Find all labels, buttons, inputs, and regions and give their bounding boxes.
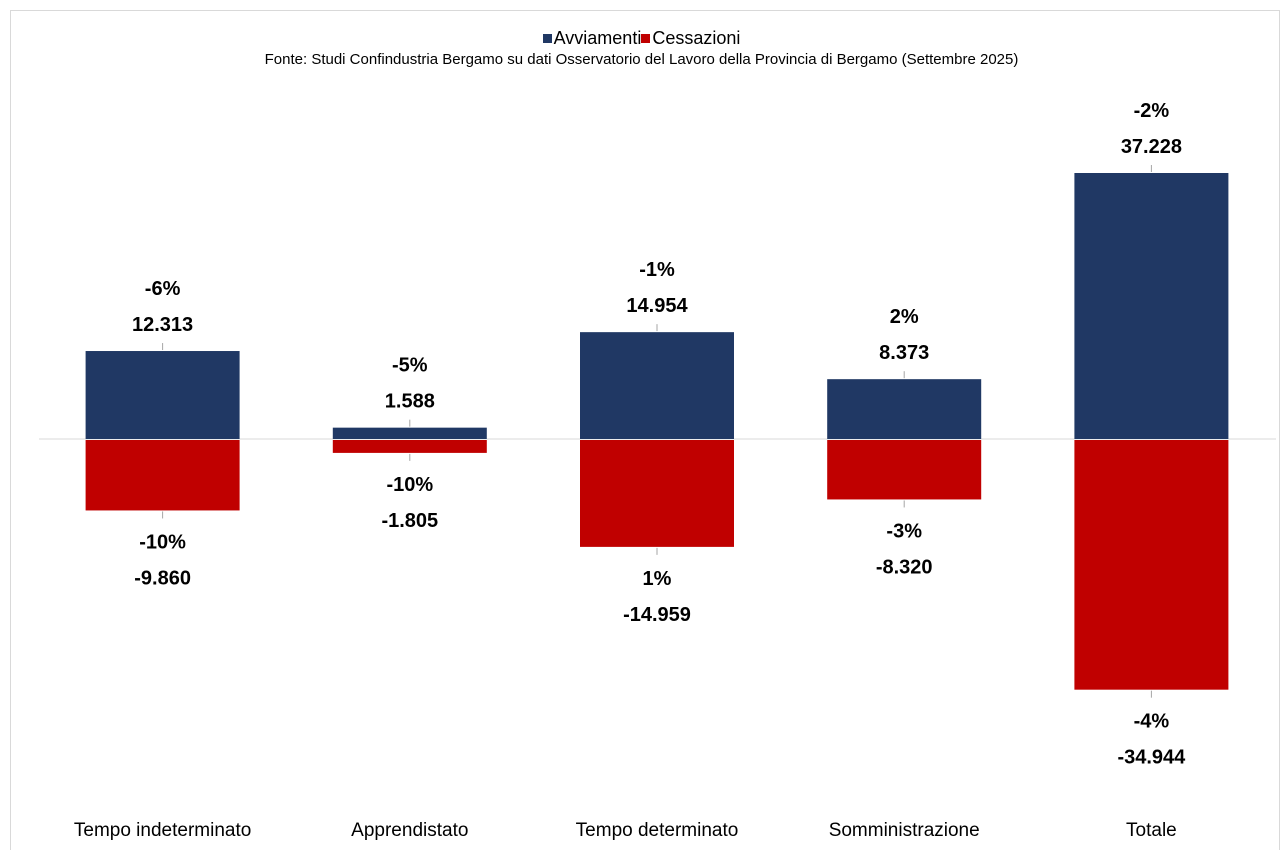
pct-label-avviamenti-apprendistato: -5% (392, 355, 428, 377)
bar-avviamenti-tempo-indeterminato (85, 351, 240, 439)
pct-label-cessazioni-apprendistato: -10% (386, 474, 433, 496)
value-label-cessazioni-tempo-determinato: -14.959 (623, 604, 691, 626)
value-label-avviamenti-totale: 37.228 (1121, 136, 1182, 158)
bar-cessazioni-apprendistato (332, 440, 487, 453)
pct-label-cessazioni-tempo-determinato: 1% (643, 568, 672, 590)
chart-frame (10, 10, 1280, 850)
value-label-cessazioni-tempo-indeterminato: -9.860 (134, 567, 191, 589)
legend-item-avviamenti: Avviamenti (542, 28, 642, 48)
value-label-cessazioni-somministrazione: -8.320 (876, 556, 933, 578)
value-label-avviamenti-apprendistato: 1.588 (385, 391, 435, 413)
legend-item-cessazioni: Cessazioni (641, 28, 740, 48)
bar-avviamenti-totale (1074, 173, 1229, 439)
bar-cessazioni-somministrazione (827, 440, 982, 500)
legend-label-cessazioni: Cessazioni (652, 28, 741, 48)
category-label-somministrazione: Somministrazione (829, 820, 980, 841)
pct-label-cessazioni-somministrazione: -3% (886, 520, 922, 542)
category-label-tempo-indeterminato: Tempo indeterminato (74, 820, 251, 841)
pct-label-avviamenti-somministrazione: 2% (890, 306, 919, 328)
bar-cessazioni-tempo-determinato (580, 440, 734, 547)
value-label-cessazioni-apprendistato: -1.805 (381, 510, 438, 532)
legend: Avviamenti Cessazioni (0, 28, 1283, 48)
bar-avviamenti-somministrazione (827, 379, 982, 439)
value-label-avviamenti-somministrazione: 8.373 (879, 342, 929, 364)
category-label-apprendistato: Apprendistato (351, 820, 468, 841)
value-label-avviamenti-tempo-determinato: 14.954 (626, 295, 688, 317)
bar-avviamenti-apprendistato (332, 427, 487, 439)
category-label-totale: Totale (1126, 820, 1177, 841)
pct-label-cessazioni-totale: -4% (1134, 711, 1170, 733)
value-label-cessazioni-totale: -34.944 (1117, 747, 1186, 769)
legend-swatch-avviamenti (542, 34, 552, 43)
legend-swatch-cessazioni (641, 34, 651, 43)
source-note: Fonte: Studi Confindustria Bergamo su da… (264, 51, 1019, 68)
pct-label-cessazioni-tempo-indeterminato: -10% (139, 531, 186, 553)
pct-label-avviamenti-tempo-indeterminato: -6% (145, 278, 181, 300)
bar-cessazioni-tempo-indeterminato (85, 440, 240, 511)
value-label-avviamenti-tempo-indeterminato: 12.313 (132, 314, 193, 336)
bar-avviamenti-tempo-determinato (580, 332, 734, 439)
bar-cessazioni-totale (1074, 440, 1229, 690)
pct-label-avviamenti-totale: -2% (1134, 100, 1170, 122)
pct-label-avviamenti-tempo-determinato: -1% (639, 259, 675, 281)
legend-label-avviamenti: Avviamenti (553, 28, 642, 48)
category-label-tempo-determinato: Tempo determinato (576, 820, 739, 841)
